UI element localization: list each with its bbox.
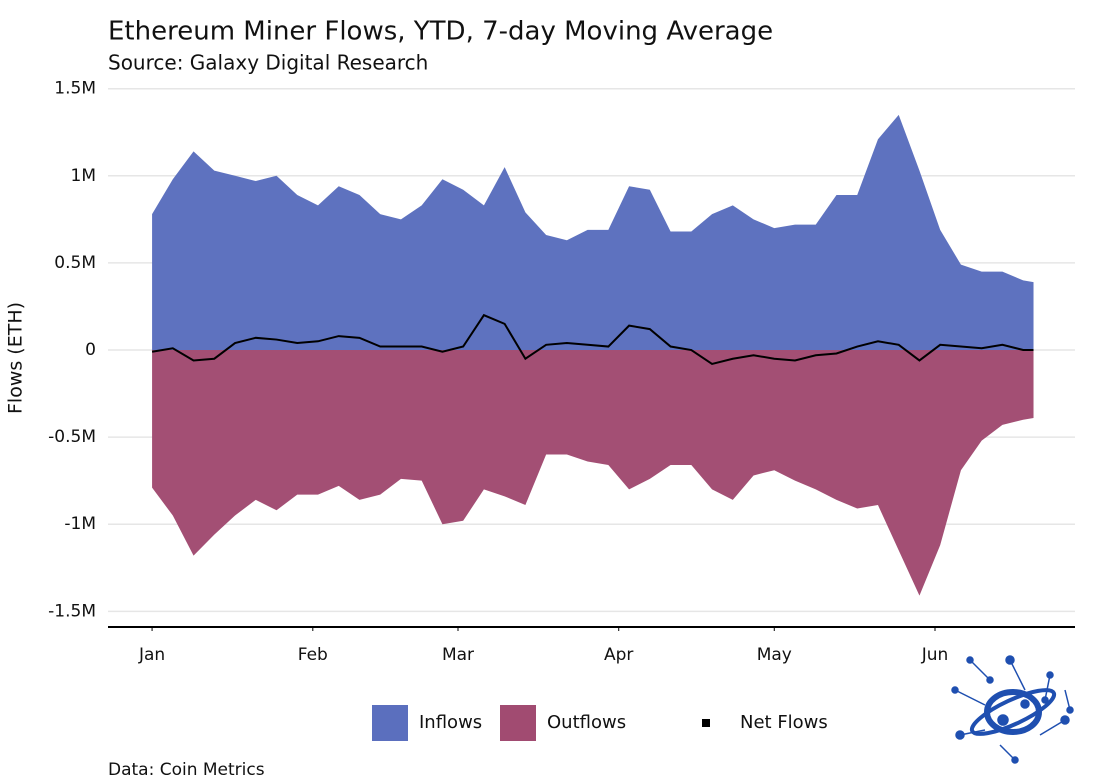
legend-label: Net Flows (740, 712, 828, 733)
legend-swatch (372, 705, 408, 741)
legend-swatch (500, 705, 536, 741)
y-tick-label: 0.5M (54, 253, 96, 273)
logo (951, 655, 1074, 764)
x-tick-label: May (757, 645, 792, 665)
chart-subtitle: Source: Galaxy Digital Research (108, 51, 428, 75)
area (152, 114, 1034, 351)
y-tick-label: -1.5M (48, 601, 96, 621)
y-tick-label: -1M (64, 514, 96, 534)
x-tick-label: Apr (604, 645, 633, 665)
chart-title: Ethereum Miner Flows, YTD, 7-day Moving … (108, 17, 773, 47)
y-tick-label: 0 (85, 340, 96, 360)
legend-label: Outflows (547, 712, 626, 733)
x-tick-label: Mar (442, 645, 474, 665)
line (151, 313, 1034, 366)
x-tick-label: Jun (921, 645, 949, 665)
y-tick-label: 1.5M (54, 79, 96, 99)
x-tick-label: Jan (138, 645, 165, 665)
caption: Data: Coin Metrics (108, 760, 265, 778)
y-tick-label: 1M (71, 166, 96, 186)
legend-swatch (702, 719, 710, 727)
area (152, 350, 1034, 596)
x-tick-label: Feb (298, 645, 328, 665)
y-axis-label: Flows (ETH) (5, 302, 27, 414)
legend-label: Inflows (419, 712, 482, 733)
y-tick-label: -0.5M (48, 427, 96, 447)
